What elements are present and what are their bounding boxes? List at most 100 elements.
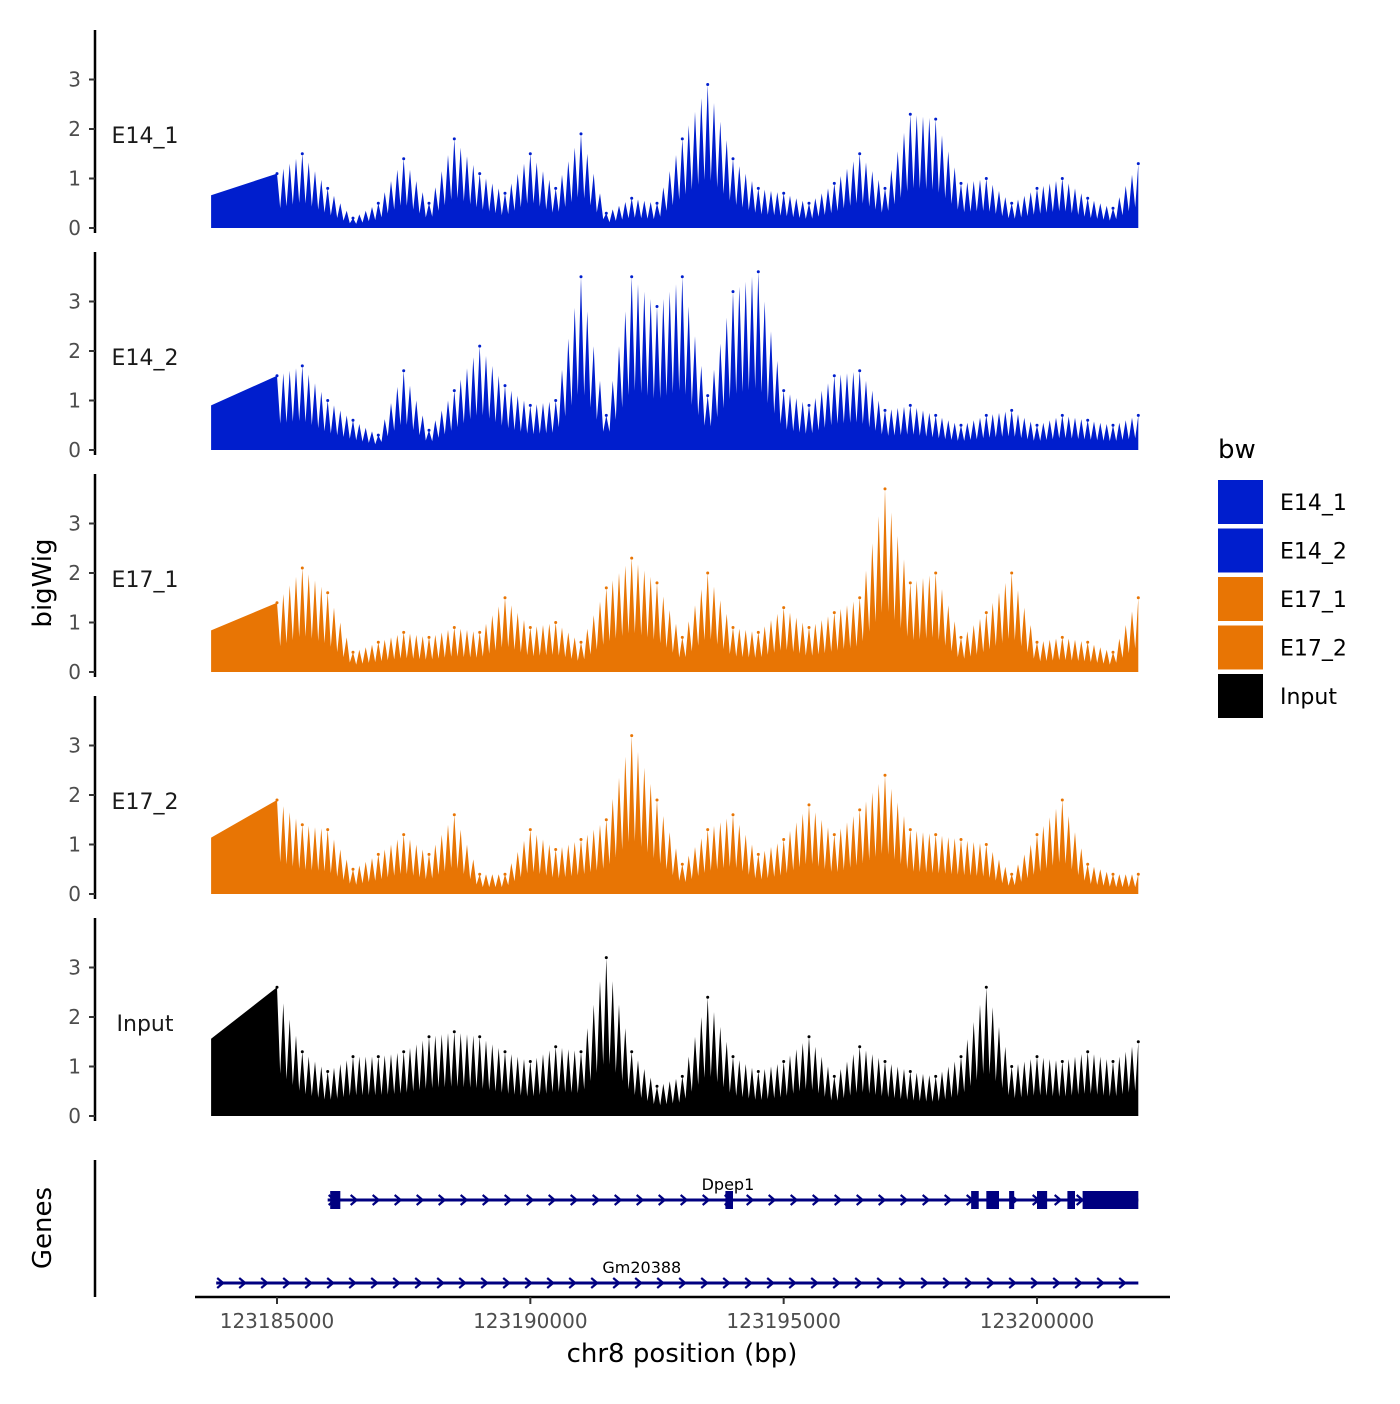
y-tick-label: 3 xyxy=(68,734,81,758)
data-point xyxy=(478,344,482,348)
legend-swatch-e14-1 xyxy=(1218,480,1263,524)
data-point xyxy=(630,275,634,279)
data-point xyxy=(706,995,710,999)
strand-arrow-icon xyxy=(899,1194,909,1206)
strand-arrow-icon xyxy=(656,1277,665,1289)
data-point xyxy=(554,186,558,190)
data-point xyxy=(832,611,836,615)
data-point xyxy=(275,798,279,802)
data-point xyxy=(503,384,507,388)
data-point xyxy=(1035,640,1039,644)
y-tick-label: 1 xyxy=(68,167,81,191)
strand-arrow-icon xyxy=(789,1194,799,1206)
gene-gm20388: Gm20388 xyxy=(216,1258,1139,1289)
data-point xyxy=(731,290,735,294)
data-point xyxy=(655,1084,659,1088)
strand-arrow-icon xyxy=(1053,1194,1063,1206)
data-point xyxy=(275,601,279,605)
gene-name-label: Dpep1 xyxy=(702,1175,755,1194)
data-point xyxy=(275,374,279,378)
strand-arrow-icon xyxy=(503,1194,513,1206)
strand-arrow-icon xyxy=(722,1277,731,1289)
data-point xyxy=(604,586,608,590)
strand-arrow-icon xyxy=(745,1194,755,1206)
data-point xyxy=(604,818,608,822)
x-axis-title: chr8 position (bp) xyxy=(567,1339,798,1369)
data-point xyxy=(1086,640,1090,644)
data-point xyxy=(579,640,583,644)
strand-arrow-icon xyxy=(678,1277,687,1289)
data-point xyxy=(1111,650,1115,654)
data-point xyxy=(934,1074,938,1078)
exon xyxy=(330,1191,341,1209)
y-axis-title: bigWig xyxy=(28,538,58,627)
strand-arrow-icon xyxy=(282,1277,291,1289)
x-axis: 123185000 123190000 123195000 123200000 xyxy=(195,1295,1170,1333)
data-point xyxy=(706,571,710,575)
strand-arrow-icon xyxy=(436,1277,445,1289)
data-point xyxy=(1035,423,1039,427)
strand-arrow-icon xyxy=(854,1277,863,1289)
data-point xyxy=(579,132,583,136)
strand-arrow-icon xyxy=(371,1194,381,1206)
exon xyxy=(725,1191,733,1209)
strand-arrow-icon xyxy=(744,1277,753,1289)
legend-swatch-e17-2 xyxy=(1218,625,1263,670)
data-point xyxy=(1111,206,1115,210)
strand-arrow-icon xyxy=(657,1194,667,1206)
strand-arrow-icon xyxy=(524,1277,533,1289)
data-point xyxy=(731,626,735,629)
data-point xyxy=(630,1050,634,1054)
data-point xyxy=(427,1035,431,1039)
strand-arrow-icon xyxy=(1052,1277,1061,1289)
data-point xyxy=(630,556,634,560)
strand-arrow-icon xyxy=(525,1194,535,1206)
track-e17-2: 0 1 2 3 E17_2 xyxy=(68,696,1140,906)
x-tick-label: 123195000 xyxy=(726,1309,841,1333)
y-tick-label: 3 xyxy=(68,290,81,314)
strand-arrow-icon xyxy=(855,1194,865,1206)
data-point xyxy=(503,872,507,876)
data-point xyxy=(984,413,988,417)
legend-label: E14_1 xyxy=(1280,491,1347,516)
strand-arrow-icon xyxy=(238,1277,247,1289)
data-point xyxy=(604,211,608,215)
strand-arrow-icon xyxy=(943,1194,953,1206)
data-point xyxy=(427,852,431,856)
coverage-area-e14-2 xyxy=(211,271,1139,450)
strand-arrow-icon xyxy=(370,1277,379,1289)
strand-arrow-icon xyxy=(810,1277,819,1289)
exon xyxy=(971,1191,979,1209)
track-e14-2: 0 1 2 3 E14_2 xyxy=(68,252,1140,462)
data-point xyxy=(376,433,380,437)
x-tick-label: 123200000 xyxy=(980,1309,1095,1333)
y-tick-label: 2 xyxy=(68,783,81,807)
data-point xyxy=(680,862,684,866)
data-point xyxy=(427,428,431,432)
data-point xyxy=(883,408,887,412)
data-point xyxy=(1136,413,1140,417)
data-point xyxy=(706,394,710,398)
legend: bw E14_1 E14_2 E17_1 E17_2 Input xyxy=(1218,435,1347,718)
data-point xyxy=(832,181,836,185)
data-point xyxy=(1060,413,1064,417)
strand-arrow-icon xyxy=(481,1194,491,1206)
y-tick-label: 0 xyxy=(68,438,81,462)
exon xyxy=(1067,1191,1075,1209)
strand-arrow-icon xyxy=(393,1194,403,1206)
data-point xyxy=(402,369,406,373)
y-tick-label: 2 xyxy=(68,117,81,141)
strand-arrow-icon xyxy=(459,1194,469,1206)
strand-arrow-icon xyxy=(590,1277,599,1289)
data-point xyxy=(376,640,380,644)
strand-arrow-icon xyxy=(415,1194,425,1206)
data-point xyxy=(807,626,811,629)
exon xyxy=(986,1191,999,1209)
data-point xyxy=(984,611,988,615)
data-point xyxy=(984,177,988,180)
data-point xyxy=(959,1055,963,1059)
data-point xyxy=(807,403,811,407)
data-point xyxy=(731,813,735,817)
data-point xyxy=(908,403,912,407)
